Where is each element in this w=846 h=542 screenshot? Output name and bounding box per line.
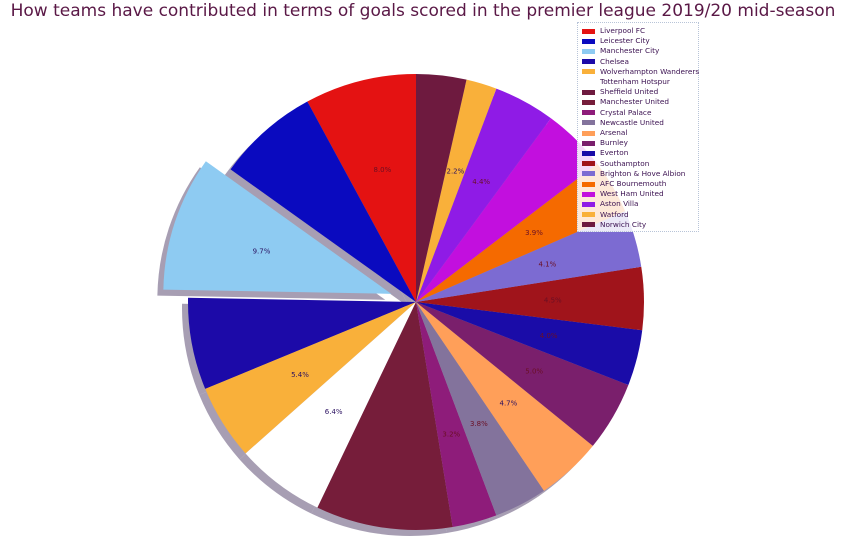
legend-swatch	[582, 69, 595, 75]
legend-item: Brighton & Hove Albion	[582, 169, 685, 179]
slice-label: 4.4%	[472, 178, 490, 186]
pie-slice-west-ham-united	[416, 88, 551, 303]
legend-item: Liverpool FC	[582, 26, 645, 36]
pie-slice-manchester-united	[416, 302, 497, 528]
legend-label: Liverpool FC	[600, 26, 646, 35]
legend-swatch	[582, 171, 595, 177]
legend-label: Norwich City	[600, 219, 647, 229]
legend-item: Watford	[582, 210, 629, 220]
slice-label: 8.0%	[374, 166, 392, 174]
legend-label: Sheffield United	[600, 87, 659, 97]
legend-item: Newcastle United	[582, 118, 664, 128]
legend-swatch	[582, 140, 595, 146]
legend-swatch	[582, 38, 595, 44]
legend-item: Crystal Palace	[582, 108, 651, 118]
legend-item: Aston Villa	[582, 199, 638, 209]
pie-slice-watford	[416, 74, 467, 302]
legend-label: Everton	[600, 148, 629, 158]
legend-item: Sheffield United	[582, 87, 658, 97]
pie-slice-brighton-hove-albion	[416, 163, 626, 302]
pie-slice-manchester-city	[163, 161, 392, 294]
legend-item: Manchester City	[582, 46, 659, 56]
pie-slice-sheffield-united	[317, 302, 453, 531]
slice-label: 2.2%	[447, 168, 465, 176]
legend-label: Leicester City	[600, 36, 650, 46]
legend-swatch	[582, 120, 595, 126]
legend-label: Wolverhampton Wanderers	[600, 66, 700, 76]
legend-label: Arsenal	[600, 128, 628, 137]
legend-label: Manchester City	[600, 46, 660, 56]
legend-item: Arsenal	[582, 128, 627, 138]
pie-slice-tottenham-hotspur	[245, 302, 416, 508]
legend-item: West Ham United	[582, 189, 664, 199]
legend-item: Tottenham Hotspur	[582, 77, 670, 87]
chart-title: How teams have contributed in terms of g…	[10, 1, 836, 21]
slice-label: 6.4%	[325, 408, 343, 416]
legend-item: Leicester City	[582, 36, 650, 46]
legend-label: Watford	[600, 209, 629, 219]
legend-item: Wolverhampton Wanderers	[582, 67, 699, 77]
legend-swatch	[582, 201, 595, 207]
pie-slice-afc-bournemouth	[416, 118, 598, 303]
legend-label: West Ham United	[600, 189, 664, 199]
legend-label: AFC Bournemouth	[600, 179, 667, 188]
legend-swatch	[582, 181, 595, 187]
legend-label: Burnley	[600, 138, 628, 148]
legend-item: Everton	[582, 148, 628, 158]
slice-label: 9.7%	[253, 247, 271, 255]
legend-item: Chelsea	[582, 57, 629, 67]
slice-label: 3.2%	[442, 431, 460, 439]
pie-slice-southampton	[416, 211, 642, 302]
legend-label: Tottenham Hotspur	[600, 77, 670, 86]
slice-label: 5.4%	[291, 371, 309, 379]
legend-swatch	[582, 28, 595, 34]
slice-label: 4.1%	[539, 260, 557, 268]
legend-swatch	[582, 110, 595, 116]
legend-swatch	[582, 79, 595, 85]
slice-label: 3.9%	[525, 229, 543, 237]
legend-swatch	[582, 222, 595, 228]
pie-slice-newcastle-united	[416, 302, 593, 491]
slice-label: 5.0%	[525, 367, 543, 375]
legend-swatch	[582, 48, 595, 54]
legend-item: Southampton	[582, 159, 649, 169]
slice-label: 3.8%	[470, 420, 488, 428]
legend-item: Norwich City	[582, 220, 646, 230]
legend-item: Manchester United	[582, 97, 669, 107]
slice-label: 4.5%	[544, 296, 562, 304]
pie-slice-chelsea	[188, 297, 416, 389]
legend: Liverpool FC Leicester City Manchester Cit…	[577, 22, 699, 232]
legend-swatch	[582, 150, 595, 156]
legend-label: Aston Villa	[600, 199, 639, 209]
slice-label: 4.0%	[540, 332, 558, 340]
pie-slice-burnley	[416, 302, 643, 385]
pie-slice-crystal-palace	[416, 302, 544, 516]
pie-slice-liverpool-fc	[307, 74, 416, 302]
legend-item: AFC Bournemouth	[582, 179, 666, 189]
legend-swatch	[582, 212, 595, 218]
pie-slice-wolverhampton-wanderers	[205, 302, 416, 454]
legend-swatch	[582, 130, 595, 136]
legend-swatch	[582, 89, 595, 95]
legend-label: Southampton	[600, 158, 650, 168]
pie-slice-everton	[416, 266, 644, 331]
legend-item: Burnley	[582, 138, 628, 148]
legend-swatch	[582, 99, 595, 105]
pie-slice-aston-villa	[416, 79, 497, 302]
legend-label: Chelsea	[600, 56, 629, 66]
pie-slice-arsenal	[416, 302, 629, 446]
legend-label: Manchester United	[600, 97, 669, 107]
legend-label: Newcastle United	[600, 117, 664, 127]
legend-label: Crystal Palace	[600, 107, 652, 117]
legend-swatch	[582, 59, 595, 65]
slice-label: 4.7%	[500, 399, 518, 407]
legend-swatch	[582, 191, 595, 197]
legend-swatch	[582, 161, 595, 167]
legend-label: Brighton & Hove Albion	[600, 168, 686, 178]
pie-slice-leicester-city	[230, 101, 416, 302]
